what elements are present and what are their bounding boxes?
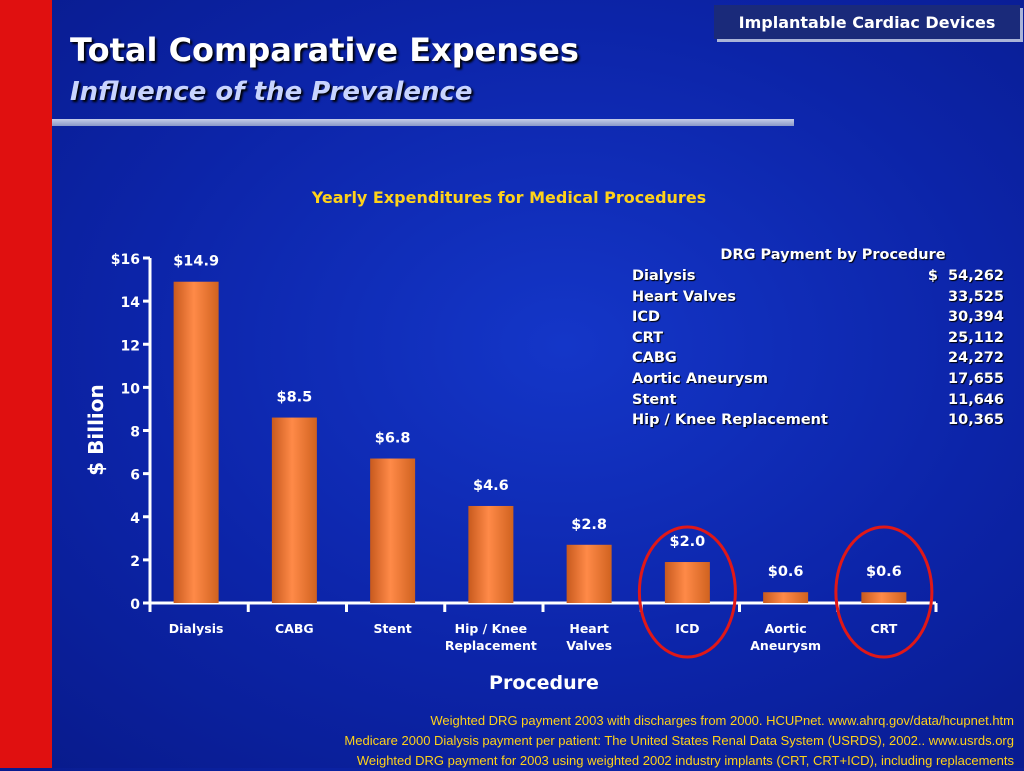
- drg-row: Dialysis $ 54,262: [632, 266, 1004, 287]
- drg-row-value: 10,365: [948, 412, 1004, 429]
- x-category-label: Valves: [566, 638, 612, 653]
- left-accent-bar: [0, 0, 52, 768]
- drg-row-value: 25,112: [948, 329, 1004, 346]
- slide-title: Total Comparative Expenses: [70, 31, 579, 69]
- drg-row-value: 33,525: [948, 288, 1004, 305]
- bar: [664, 562, 710, 603]
- x-category-label: Aortic: [765, 621, 807, 636]
- y-tick-label: 0: [130, 597, 140, 613]
- drg-row-name: Stent: [632, 391, 677, 408]
- drg-payment-table: DRG Payment by Procedure Dialysis $ 54,26…: [632, 245, 1004, 431]
- x-category-label: Stent: [373, 621, 411, 636]
- drg-row: Stent 11,646: [632, 390, 1004, 411]
- y-tick-label: 14: [121, 295, 141, 311]
- bar-data-label: $14.9: [173, 254, 219, 270]
- x-category-label: Replacement: [445, 638, 537, 653]
- drg-row-value: 17,655: [948, 370, 1004, 387]
- bar-data-label: $4.6: [473, 478, 509, 494]
- x-category-label: Heart: [569, 621, 609, 636]
- bar: [271, 417, 317, 603]
- y-tick-label: $16: [111, 252, 140, 268]
- y-tick-label: 10: [121, 381, 141, 397]
- drg-row: Hip / Knee Replacement 10,365: [632, 410, 1004, 431]
- drg-row-name: Dialysis: [632, 268, 696, 284]
- section-tag: Implantable Cardiac Devices: [714, 5, 1020, 39]
- drg-table-title: DRG Payment by Procedure: [720, 247, 946, 263]
- highlight-circle: [834, 525, 934, 659]
- bar-data-label: $2.0: [669, 534, 705, 550]
- drg-row-name: CRT: [632, 329, 664, 346]
- x-category-label: CABG: [275, 621, 314, 636]
- y-tick-label: 2: [130, 554, 140, 570]
- bar: [468, 505, 514, 603]
- y-axis-title: $ Billion: [84, 384, 108, 476]
- x-category-label: Aneurysm: [750, 638, 821, 653]
- title-divider: [52, 119, 794, 126]
- drg-row-name: Heart Valves: [632, 288, 736, 305]
- drg-row-name: CABG: [632, 350, 677, 367]
- y-tick-label: 12: [121, 338, 140, 354]
- footnote-line: Weighted DRG payment for 2003 using weig…: [356, 753, 1014, 768]
- bar: [763, 592, 809, 603]
- x-axis-title: Procedure: [489, 672, 599, 694]
- bar-data-label: $2.8: [571, 517, 607, 533]
- footnote-line: Weighted DRG payment 2003 with discharge…: [430, 713, 1014, 728]
- drg-row-name: Aortic Aneurysm: [632, 370, 768, 387]
- highlight-circle: [637, 525, 737, 659]
- bar: [861, 592, 907, 603]
- drg-row-name: Hip / Knee Replacement: [632, 412, 828, 429]
- drg-row: CRT 25,112: [632, 328, 1004, 349]
- drg-table-rows: Dialysis $ 54,262 Heart Valves 33,525 ICD 30,…: [632, 266, 1004, 431]
- drg-row-value: 30,394: [948, 309, 1004, 326]
- drg-row-value: 24,272: [948, 350, 1004, 367]
- bar: [370, 458, 416, 603]
- bar: [173, 281, 219, 603]
- x-category-label: Hip / Knee: [455, 621, 528, 636]
- bar-data-label: $6.8: [375, 431, 411, 447]
- drg-row: Aortic Aneurysm 17,655: [632, 369, 1004, 390]
- drg-row-name: ICD: [632, 309, 661, 326]
- bar-data-label: $0.6: [768, 564, 804, 580]
- x-category-label: CRT: [870, 621, 897, 636]
- bar-data-label: $8.5: [276, 390, 312, 406]
- x-category-label: ICD: [675, 621, 699, 636]
- y-tick-label: 6: [130, 468, 140, 484]
- bar-data-label: $0.6: [866, 564, 902, 580]
- footnote-line: Medicare 2000 Dialysis payment per patie…: [344, 733, 1014, 748]
- drg-row: ICD 30,394: [632, 307, 1004, 328]
- x-category-label: Dialysis: [169, 621, 224, 636]
- y-tick-label: 4: [130, 511, 140, 527]
- bar: [566, 544, 612, 603]
- section-tag-label: Implantable Cardiac Devices: [738, 12, 996, 32]
- slide-subtitle: Influence of the Prevalence: [70, 77, 473, 107]
- y-tick-label: 8: [130, 425, 140, 441]
- drg-row-value: 11,646: [948, 391, 1004, 408]
- drg-row: CABG 24,272: [632, 348, 1004, 369]
- footnotes: Weighted DRG payment 2003 with discharge…: [344, 711, 1014, 771]
- chart-title: Yearly Expenditures for Medical Procedur…: [311, 188, 706, 207]
- drg-row-value: $ 54,262: [927, 268, 1004, 284]
- drg-row: Heart Valves 33,525: [632, 287, 1004, 308]
